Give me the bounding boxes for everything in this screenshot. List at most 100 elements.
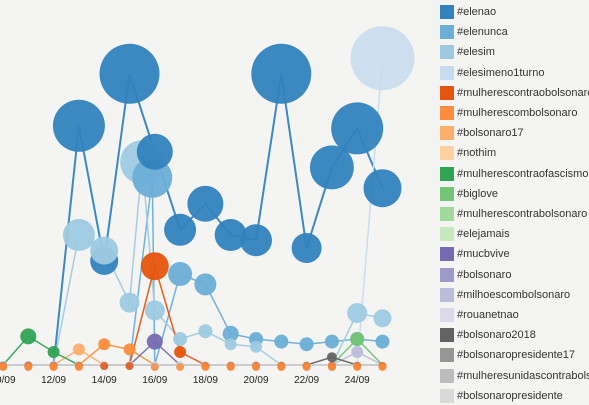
- data-point: [347, 303, 368, 323]
- legend-label: #mulherescontrabolsonaro: [457, 208, 588, 220]
- legend-label: #mulheresunidascontrabolsonaro: [457, 369, 589, 382]
- data-point: [123, 343, 136, 356]
- legend-swatch: [440, 146, 454, 161]
- legend-item[interactable]: #milhoescombolsonaro: [438, 286, 589, 304]
- series-points: [0, 26, 415, 371]
- x-tick-label: 22/09: [294, 375, 319, 386]
- series-line-5: [3, 263, 383, 366]
- legend-item[interactable]: #elesim: [438, 43, 589, 61]
- legend-swatch: [440, 25, 454, 40]
- x-tick-label: 14/09: [92, 375, 117, 386]
- data-point: [72, 343, 85, 356]
- legend-item[interactable]: #nothim: [438, 144, 589, 162]
- data-point: [168, 262, 193, 286]
- baseline-point: [0, 363, 7, 371]
- legend-item[interactable]: #biglove: [438, 185, 589, 203]
- series-line-7: [3, 348, 383, 366]
- legend-item[interactable]: #elejamais: [438, 225, 589, 243]
- baseline-point: [378, 363, 387, 371]
- data-point: [52, 99, 105, 152]
- legend-item[interactable]: #bolsonaropresidente: [438, 387, 589, 405]
- legend-item[interactable]: #mulheresunidascontrabolsonaro: [438, 367, 589, 385]
- legend-swatch: [440, 85, 454, 100]
- legend-item[interactable]: #mulherescontrabolsonaro: [438, 205, 589, 223]
- legend-swatch: [440, 388, 454, 403]
- legend-label: #nothim: [457, 147, 497, 160]
- data-point: [164, 213, 197, 246]
- baseline-point: [302, 363, 311, 371]
- baseline-point: [24, 363, 33, 371]
- baseline-point: [74, 363, 83, 371]
- legend-swatch: [440, 328, 454, 343]
- baseline-point: [49, 363, 58, 371]
- legend-label: #elesimeno1turno: [457, 66, 545, 79]
- legend-label: #mulherescontraofascismo: [457, 167, 589, 180]
- x-tick-label: 16/09: [142, 375, 167, 386]
- legend-item[interactable]: #rouanetnao: [438, 306, 589, 324]
- legend-label: #bolsonaro2018: [457, 329, 536, 342]
- legend-label: #mulherescombolsonaro: [457, 107, 578, 119]
- legend-item[interactable]: #bolsonaro2018: [438, 326, 589, 344]
- legend-item[interactable]: #mulherescombolsonaro: [438, 104, 589, 122]
- data-point: [291, 233, 322, 263]
- data-point: [90, 236, 119, 265]
- legend-swatch: [440, 227, 454, 242]
- legend-label: #elenunca: [457, 26, 508, 39]
- data-point: [47, 346, 60, 358]
- data-point: [350, 332, 365, 346]
- legend-label: #milhoescombolsonaro: [457, 288, 571, 301]
- x-tick-label: 10/09: [0, 375, 16, 386]
- data-point: [194, 273, 217, 296]
- data-point: [222, 325, 239, 342]
- data-point: [363, 169, 402, 208]
- legend-item[interactable]: #mulherescontraobolsonaro: [438, 84, 589, 102]
- legend-label: #biglove: [457, 187, 498, 200]
- data-point: [309, 145, 354, 190]
- legend-swatch: [440, 126, 454, 141]
- data-point: [324, 334, 339, 349]
- data-point: [187, 185, 224, 222]
- legend-swatch: [440, 368, 454, 383]
- data-point: [174, 346, 187, 358]
- data-point: [119, 292, 140, 313]
- data-point: [351, 346, 364, 358]
- legend-item[interactable]: #bolsonaropresidente17: [438, 346, 589, 364]
- x-axis: 10/09 12/09 14/09 16/09 18/09 20/09 22/09 24/09: [0, 375, 370, 386]
- legend-item[interactable]: #bolsonaro17: [438, 124, 589, 142]
- baseline-point: [201, 363, 210, 371]
- x-tick-label: 12/09: [41, 375, 66, 386]
- legend-item[interactable]: #mucbvive: [438, 245, 589, 263]
- data-point: [140, 252, 169, 281]
- legend-item[interactable]: #elesimeno1turno: [438, 64, 589, 82]
- legend-swatch: [440, 308, 454, 322]
- data-point: [173, 332, 188, 346]
- legend-item[interactable]: #bolsonaro: [438, 266, 589, 284]
- legend-label: #elesim: [457, 46, 495, 59]
- chart-svg: 10/09 12/09 14/09 16/09 18/09 20/09 22/09 24/09: [0, 26, 415, 386]
- baseline-point: [150, 363, 159, 371]
- data-point: [274, 334, 289, 349]
- data-point: [136, 133, 173, 170]
- legend-label: #mucbvive: [457, 248, 510, 261]
- legend-swatch: [440, 5, 454, 19]
- data-point: [20, 328, 37, 345]
- data-point: [299, 337, 314, 352]
- legend-item[interactable]: #elenao: [438, 3, 589, 21]
- legend-swatch: [440, 348, 454, 363]
- legend-swatch: [440, 247, 454, 262]
- legend-label: #bolsonaropresidente: [457, 389, 563, 402]
- data-point: [240, 224, 272, 257]
- baseline-point: [252, 363, 260, 371]
- legend-label: #rouanetnao: [457, 309, 519, 321]
- data-point: [251, 43, 312, 104]
- legend-item[interactable]: #elenunca: [438, 23, 589, 41]
- data-point: [350, 26, 415, 91]
- legend-item[interactable]: #mulherescontraofascismo: [438, 165, 589, 183]
- data-point: [224, 338, 237, 351]
- data-point: [331, 102, 384, 155]
- data-point: [326, 352, 337, 363]
- x-tick-label: 18/09: [193, 375, 218, 386]
- legend-swatch: [440, 287, 454, 302]
- legend-swatch: [440, 65, 454, 80]
- legend-label: #mulherescontraobolsonaro: [457, 86, 589, 99]
